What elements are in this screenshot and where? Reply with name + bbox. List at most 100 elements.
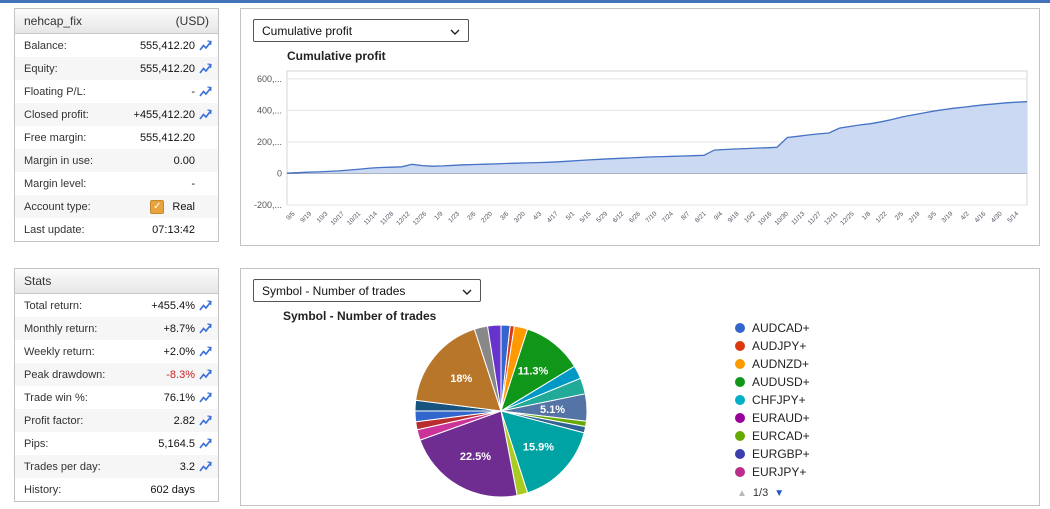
svg-text:10/17: 10/17 — [330, 210, 347, 227]
svg-text:3/19: 3/19 — [941, 210, 955, 224]
page-top-border — [0, 0, 1050, 3]
svg-text:1/22: 1/22 — [875, 210, 889, 224]
legend-color-dot — [735, 358, 745, 369]
stats-panel-header: Stats — [15, 269, 218, 294]
svg-text:5.1%: 5.1% — [540, 404, 565, 416]
chart-icon[interactable] — [199, 62, 212, 75]
svg-text:8/21: 8/21 — [694, 210, 708, 224]
row-label: Monthly return: — [24, 322, 98, 335]
icon-spacer — [199, 223, 212, 236]
svg-text:4/2: 4/2 — [959, 210, 971, 222]
row-value: 07:13:42 — [152, 223, 195, 236]
row-label: Pips: — [24, 437, 49, 450]
svg-text:4/30: 4/30 — [990, 210, 1004, 224]
legend-color-dot — [735, 412, 745, 423]
legend-page-down-icon[interactable]: ▼ — [774, 487, 785, 499]
chart-icon[interactable] — [199, 322, 212, 335]
row-value: -8.3% — [166, 368, 195, 381]
svg-text:5/14: 5/14 — [1006, 210, 1020, 224]
legend-label: EURAUD+ — [752, 410, 810, 425]
legend-item: AUDJPY+ — [735, 339, 810, 353]
chart-icon[interactable] — [199, 414, 212, 427]
row-label: Trades per day: — [24, 460, 101, 473]
legend-item: EURJPY+ — [735, 464, 810, 479]
table-row: Margin in use: 0.00 — [15, 149, 218, 172]
svg-text:9/19: 9/19 — [299, 210, 313, 224]
row-value: 0.00 — [173, 154, 195, 167]
chevron-down-icon — [450, 24, 460, 38]
pie-type-dropdown[interactable]: Symbol - Number of trades — [253, 279, 481, 302]
svg-text:11.3%: 11.3% — [518, 366, 549, 378]
chart-type-dropdown[interactable]: Cumulative profit — [253, 19, 469, 42]
table-row: Total return: +455.4% — [15, 294, 218, 317]
svg-text:12/11: 12/11 — [823, 210, 839, 226]
table-row: Trades per day: 3.2 — [15, 455, 218, 478]
row-label: Equity: — [24, 62, 58, 75]
legend-color-dot — [735, 394, 745, 405]
row-value: +455,412.20 — [133, 108, 195, 121]
symbol-trades-panel: Symbol - Number of trades Symbol - Numbe… — [240, 268, 1040, 506]
chart-icon[interactable] — [199, 299, 212, 312]
legend-label: EURGBP+ — [752, 446, 810, 461]
svg-text:4/16: 4/16 — [973, 210, 987, 224]
table-row: Margin level: - — [15, 172, 218, 195]
chart-icon[interactable] — [199, 108, 212, 121]
chart-icon[interactable] — [199, 391, 212, 404]
pie-legend: AUDCAD+ AUDJPY+ AUDNZD+ AUDUSD+ CHFJPY+ EURAU… — [735, 321, 810, 479]
chart-type-dropdown-value: Cumulative profit — [262, 23, 353, 38]
legend-item: AUDCAD+ — [735, 321, 810, 335]
row-value: 76.1% — [163, 391, 195, 404]
icon-spacer — [199, 200, 212, 213]
account-panel-header: nehcap_fix (USD) — [15, 9, 218, 34]
svg-text:5/29: 5/29 — [595, 210, 609, 224]
row-value: 2.82 — [173, 414, 195, 427]
legend-label: CHFJPY+ — [752, 392, 806, 407]
table-row: Weekly return: +2.0% — [15, 340, 218, 363]
legend-color-dot — [735, 322, 745, 333]
svg-text:4/17: 4/17 — [546, 210, 560, 224]
legend-item: AUDNZD+ — [735, 357, 810, 371]
row-label: Margin in use: — [24, 154, 94, 167]
svg-text:10/30: 10/30 — [774, 210, 791, 227]
legend-label: EURJPY+ — [752, 464, 807, 479]
svg-text:7/24: 7/24 — [661, 210, 675, 224]
pie-type-dropdown-value: Symbol - Number of trades — [262, 283, 406, 298]
account-panel: nehcap_fix (USD) Balance: 555,412.20 Equit… — [14, 8, 219, 242]
row-label: Free margin: — [24, 131, 87, 144]
row-label: Trade win %: — [24, 391, 88, 404]
chart-icon[interactable] — [199, 460, 212, 473]
chart-icon[interactable] — [199, 368, 212, 381]
row-label: Last update: — [24, 223, 85, 236]
legend-item: AUDUSD+ — [735, 375, 810, 389]
chart-icon[interactable] — [199, 437, 212, 450]
row-label: Floating P/L: — [24, 85, 86, 98]
legend-page-up-icon[interactable]: ▲ — [737, 487, 747, 499]
chart-icon[interactable] — [199, 39, 212, 52]
table-row: Last update: 07:13:42 — [15, 218, 218, 241]
stats-panel: Stats Total return: +455.4% Monthly return… — [14, 268, 219, 502]
svg-text:9/18: 9/18 — [727, 210, 741, 224]
stats-rows: Total return: +455.4% Monthly return: +8.7%… — [15, 294, 218, 501]
svg-text:400,...: 400,... — [257, 105, 282, 115]
table-row: History: 602 days — [15, 478, 218, 501]
chart-icon[interactable] — [199, 345, 212, 358]
svg-text:5/15: 5/15 — [579, 210, 593, 224]
legend-item: EURCAD+ — [735, 429, 810, 443]
svg-text:1/23: 1/23 — [447, 210, 461, 224]
row-value: +455.4% — [151, 299, 195, 312]
table-row: Balance: 555,412.20 — [15, 34, 218, 57]
row-label: History: — [24, 483, 62, 496]
chart-icon[interactable] — [199, 85, 212, 98]
svg-text:600,...: 600,... — [257, 74, 282, 84]
table-row: Pips: 5,164.5 — [15, 432, 218, 455]
row-value: Real — [172, 200, 195, 213]
table-row: Floating P/L: - — [15, 80, 218, 103]
chevron-down-icon — [462, 284, 472, 298]
legend-pager: ▲ 1/3 ▼ — [737, 487, 784, 499]
svg-text:10/3: 10/3 — [316, 210, 330, 224]
row-value: 555,412.20 — [139, 62, 195, 75]
svg-text:11/27: 11/27 — [807, 210, 823, 226]
legend-color-dot — [735, 430, 745, 441]
icon-spacer — [199, 154, 212, 167]
